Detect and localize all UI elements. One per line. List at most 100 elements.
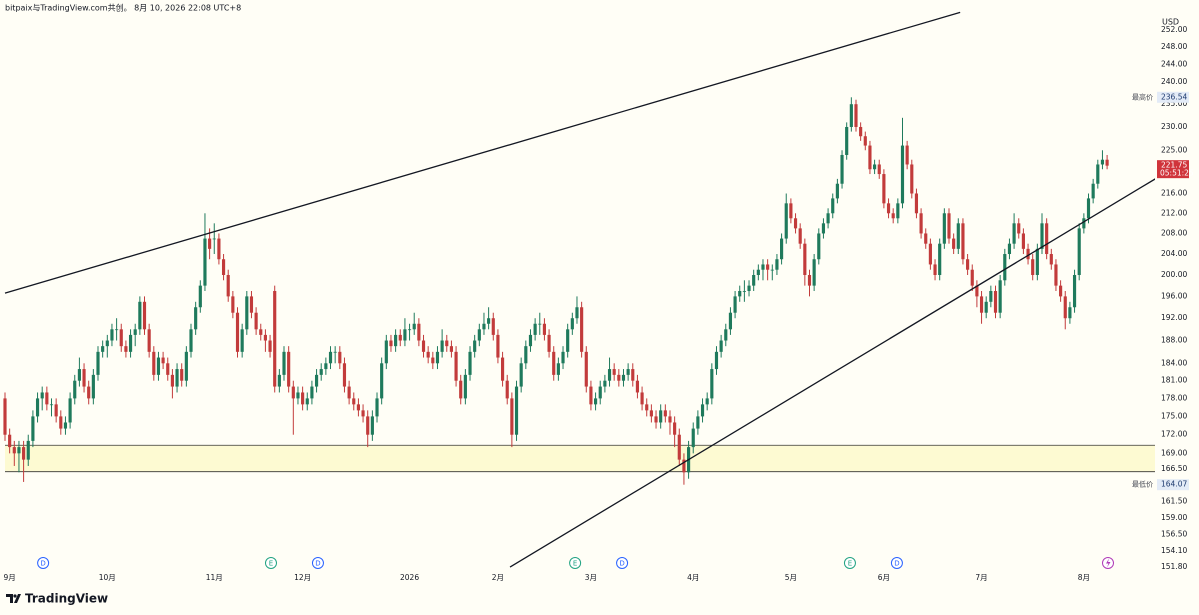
candle-body (426, 351, 430, 358)
candle-body (124, 346, 128, 352)
high-price: 236.54 (1161, 92, 1187, 101)
candle-body (54, 404, 58, 417)
candle-body (817, 233, 821, 260)
candle-body (631, 369, 635, 381)
candle-body (73, 380, 77, 399)
candle-body (621, 374, 626, 381)
candle-body (803, 243, 807, 275)
candle-body (1100, 159, 1105, 165)
candle-body (812, 259, 816, 286)
candle-body (1049, 254, 1053, 265)
candle-body (3, 398, 7, 435)
candle-body (105, 340, 109, 347)
low-label: 最低价 (1132, 480, 1153, 489)
y-tick-label: 154.10 (1161, 546, 1187, 555)
candle-body (22, 447, 26, 460)
header: bitpaix与TradingView.com共创。 8月 10, 2026 2… (5, 3, 241, 13)
event-label: E (573, 560, 577, 568)
candle-body (752, 274, 756, 286)
candle-body (156, 357, 161, 375)
candle-body (180, 369, 184, 381)
candle-body (361, 410, 365, 417)
candle-body (463, 374, 467, 399)
candle-body (510, 398, 514, 435)
y-tick-label: 230.00 (1161, 122, 1187, 131)
candle-body (942, 213, 946, 244)
candle-body (840, 154, 844, 184)
event-label: D (315, 560, 320, 568)
y-tick-label: 200.00 (1161, 270, 1187, 279)
candle-body (570, 318, 574, 330)
candle-body (473, 340, 477, 352)
y-tick-label: 225.00 (1161, 145, 1187, 154)
y-tick-label: 216.00 (1161, 188, 1187, 197)
candle-body (445, 340, 449, 347)
candle-body (305, 398, 309, 405)
candle-body (110, 329, 114, 341)
x-tick-label: 8月 (1078, 573, 1090, 582)
trend-line (4, 11, 961, 294)
event-marker (843, 557, 856, 569)
candle-body (612, 369, 616, 375)
candle-body (947, 213, 951, 239)
last-price-box (1157, 160, 1189, 179)
candle-body (347, 386, 351, 399)
event-label: D (894, 560, 899, 568)
candle-body (589, 386, 593, 405)
candle-body (40, 392, 44, 399)
x-tick-label: 3月 (585, 573, 597, 582)
candle-body (593, 398, 598, 405)
candle-body (975, 285, 979, 297)
candle-body (561, 351, 565, 364)
candle-body (128, 334, 133, 352)
candle-body (389, 340, 393, 347)
event-marker (37, 557, 50, 569)
candle-body (924, 233, 928, 244)
candle-body (1077, 228, 1081, 275)
candle-body (654, 416, 658, 423)
candle-body (793, 218, 798, 229)
candle-body (431, 357, 435, 364)
candle-body (966, 259, 970, 270)
candle-body (807, 274, 812, 286)
event-marker (890, 557, 903, 569)
candle-body (914, 193, 919, 214)
y-tick-label: 244.00 (1161, 59, 1187, 68)
candle-body (421, 340, 426, 352)
candle-body (742, 290, 746, 292)
candle-body (677, 434, 681, 460)
y-tick-label: 248.00 (1161, 42, 1187, 51)
candle-body (394, 334, 398, 347)
candle-body (505, 380, 509, 399)
high-price-box (1157, 91, 1189, 103)
candle-body (998, 280, 1002, 313)
candle-body (8, 434, 12, 448)
candle-body (101, 346, 105, 352)
candle-body (63, 422, 68, 429)
candle-body (240, 329, 244, 352)
candle-body (775, 259, 779, 270)
candle-body (533, 323, 537, 335)
candle-body (617, 374, 621, 381)
candle-body (352, 398, 356, 405)
candle-body (342, 363, 347, 387)
y-tick-label: 151.80 (1161, 562, 1187, 571)
candle-body (1082, 218, 1086, 229)
candle-body (691, 428, 695, 448)
candle-body (231, 296, 235, 313)
candle-body (407, 329, 412, 331)
candle-body (91, 374, 95, 399)
candle-body (552, 351, 556, 375)
candle-body (556, 363, 560, 375)
candle-body (31, 416, 35, 441)
candle-body (780, 238, 784, 260)
event-label: E (848, 560, 852, 568)
x-tick-label: 6月 (878, 573, 890, 582)
x-tick-label: 10月 (99, 573, 116, 582)
plot-area (3, 11, 1155, 568)
candle-body (375, 398, 379, 417)
candle-body (477, 329, 481, 341)
candle-body (198, 285, 202, 308)
high-label: 最高价 (1132, 92, 1153, 101)
event-marker (264, 557, 277, 569)
